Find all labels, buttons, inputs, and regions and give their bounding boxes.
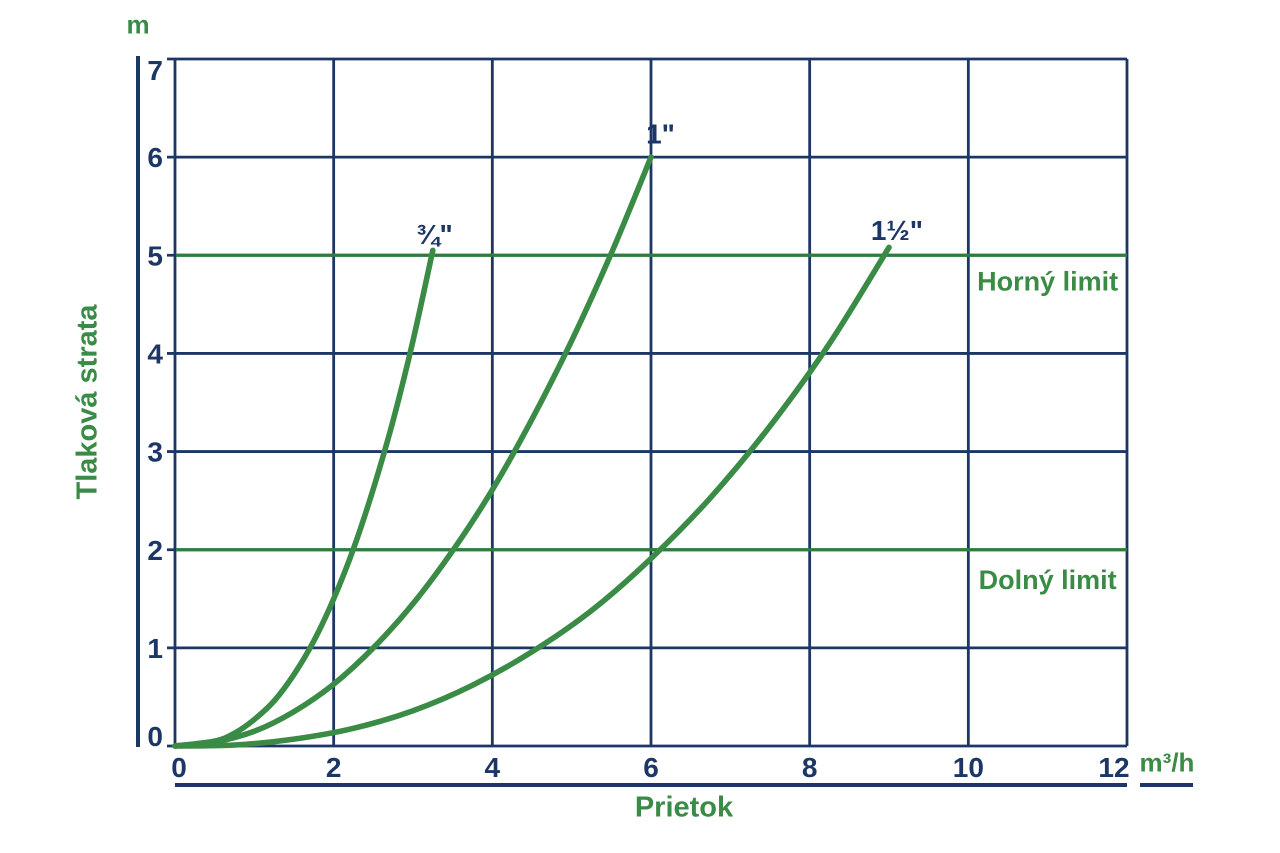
series-curves <box>172 154 892 749</box>
annotations: Horný limit Dolný limit ¾" 1" 1½" <box>416 119 1118 595</box>
curve-size-label: ¾" <box>416 219 453 250</box>
x-tick-label: 10 <box>953 752 984 783</box>
x-tick-label: 2 <box>326 752 342 783</box>
y-tick-label: 0 <box>147 721 163 752</box>
series-curve <box>172 154 654 749</box>
x-tick-label: 6 <box>643 752 659 783</box>
series-curve <box>172 244 892 749</box>
x-tick-label: 8 <box>802 752 818 783</box>
y-axis-title: Tlaková strata <box>71 304 104 500</box>
limit-label: Horný limit <box>977 267 1118 297</box>
x-tick-label: 12 <box>1098 752 1129 783</box>
curve-size-label: 1" <box>646 119 675 150</box>
y-tick-label: 3 <box>147 437 163 468</box>
limit-label: Dolný limit <box>979 565 1117 595</box>
y-tick-label: 5 <box>147 240 163 271</box>
y-tick-label: 4 <box>147 339 163 370</box>
axis-lines <box>136 56 1193 787</box>
x-axis-title: Prietok <box>634 791 734 824</box>
y-tick-label: 2 <box>147 535 163 566</box>
series-curve <box>172 247 436 749</box>
curve-size-label: 1½" <box>871 215 923 246</box>
limit-lines <box>176 253 1127 552</box>
x-tick-label: 4 <box>485 752 501 783</box>
x-tick-label: 0 <box>171 752 187 783</box>
y-tick-label: 6 <box>147 142 163 173</box>
y-tick-label: 1 <box>147 633 163 664</box>
y-tick-label: 7 <box>147 55 163 86</box>
y-axis-unit-label: m <box>126 9 150 40</box>
x-axis-unit-label: m³/h <box>1139 747 1195 778</box>
